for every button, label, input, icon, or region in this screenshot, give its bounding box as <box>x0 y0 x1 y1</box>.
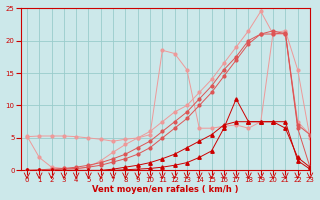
X-axis label: Vent moyen/en rafales ( km/h ): Vent moyen/en rafales ( km/h ) <box>92 185 239 194</box>
